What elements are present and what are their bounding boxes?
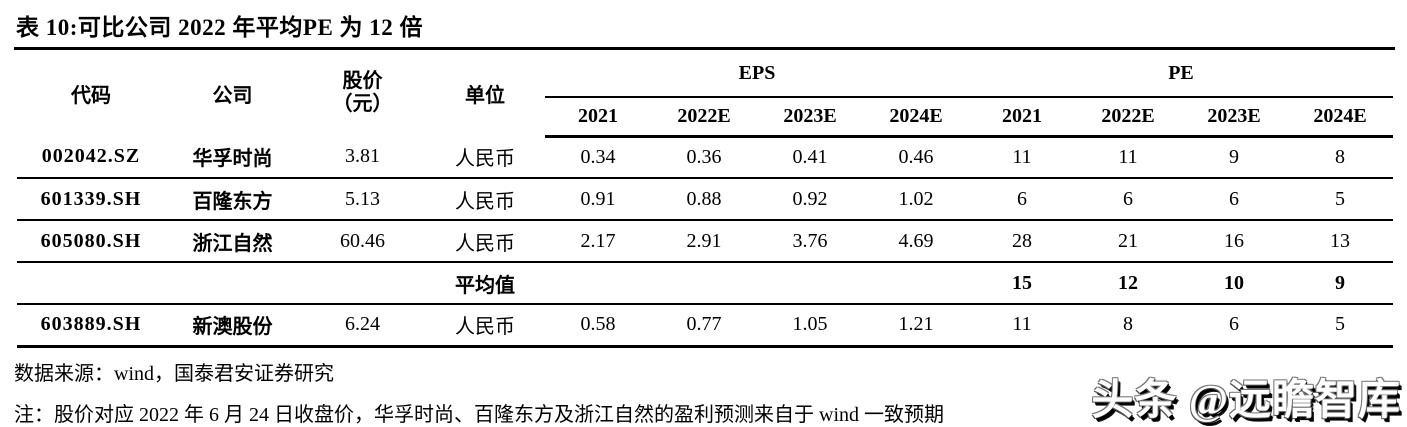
group-header-eps: EPS (545, 50, 969, 98)
company-cell: 新澳股份 (165, 304, 300, 348)
pe-cell: 16 (1181, 220, 1287, 263)
data-source-note: 数据来源：wind，国泰君安证券研究 (14, 362, 334, 385)
eps-year-2023e: 2023E (757, 97, 863, 138)
code-cell: 603889.SH (17, 304, 165, 348)
unit-cell: 人民币 (425, 220, 545, 263)
pe-average-cell: 10 (1181, 262, 1287, 305)
empty-cell (165, 262, 300, 305)
pe-cell: 11 (1075, 136, 1181, 179)
eps-cell: 2.17 (545, 220, 651, 263)
eps-year-2022e: 2022E (651, 97, 757, 138)
eps-cell: 1.05 (757, 304, 863, 348)
col-header-unit: 单位 (465, 84, 505, 107)
pe-cell: 28 (969, 220, 1075, 263)
pe-cell: 21 (1075, 220, 1181, 263)
company-cell: 浙江自然 (165, 220, 300, 263)
pe-cell: 11 (969, 136, 1075, 179)
code-cell: 601339.SH (17, 178, 165, 221)
eps-cell: 0.88 (651, 178, 757, 221)
company-cell: 华孚时尚 (165, 136, 300, 179)
eps-cell: 0.91 (545, 178, 651, 221)
eps-cell: 0.36 (651, 136, 757, 179)
price-header-line1: 股价 (342, 70, 383, 92)
pe-average-cell: 9 (1287, 262, 1393, 305)
eps-cell: 0.41 (757, 136, 863, 179)
pe-year-2021: 2021 (969, 97, 1075, 138)
eps-cell: 1.21 (863, 304, 969, 348)
eps-year-2024e: 2024E (863, 97, 969, 138)
eps-cell: 0.46 (863, 136, 969, 179)
pe-year-2022e: 2022E (1075, 97, 1181, 138)
pe-year-2023e: 2023E (1181, 97, 1287, 138)
pe-cell: 6 (969, 178, 1075, 221)
header-group-row: 代码 公司 股价 （元） 单位 EPS PE (17, 50, 1393, 115)
pe-cell: 8 (1075, 304, 1181, 348)
eps-year-2021: 2021 (545, 97, 651, 138)
table-row: 601339.SH 百隆东方 5.13 人民币 0.91 0.88 0.92 1… (17, 178, 1393, 221)
unit-cell: 人民币 (425, 178, 545, 221)
code-cell: 002042.SZ (17, 136, 165, 179)
eps-cell: 0.77 (651, 304, 757, 348)
watermark-toutiao-yuanzhan: 头条 @远瞻智库 (1091, 378, 1401, 424)
footnote: 注：股价对应 2022 年 6 月 24 日收盘价，华孚时尚、百隆东方及浙江自然… (14, 403, 944, 426)
comparable-companies-table: 代码 公司 股价 （元） 单位 EPS PE 2021 2022E 2023E … (17, 50, 1393, 348)
price-cell: 5.13 (300, 178, 425, 221)
eps-cell: 1.02 (863, 178, 969, 221)
table-row: 603889.SH 新澳股份 6.24 人民币 0.58 0.77 1.05 1… (17, 304, 1393, 348)
eps-cell: 0.34 (545, 136, 651, 179)
pe-cell: 8 (1287, 136, 1393, 179)
pe-cell: 9 (1181, 136, 1287, 179)
pe-average-cell: 15 (969, 262, 1075, 305)
price-header-line2: （元） (332, 93, 393, 115)
pe-cell: 5 (1287, 304, 1393, 348)
company-cell: 百隆东方 (165, 178, 300, 221)
col-header-code: 代码 (71, 84, 111, 107)
header-year-row: 2021 2022E 2023E 2024E 2021 2022E 2023E … (17, 97, 1393, 138)
table-header: 代码 公司 股价 （元） 单位 EPS PE 2021 2022E 2023E … (17, 50, 1393, 138)
table-row: 002042.SZ 华孚时尚 3.81 人民币 0.34 0.36 0.41 0… (17, 136, 1393, 179)
price-header-lines: 股价 （元） (333, 66, 393, 120)
price-cell: 6.24 (300, 304, 425, 348)
pe-cell: 6 (1181, 178, 1287, 221)
pe-cell: 11 (969, 304, 1075, 348)
empty-cell (17, 262, 165, 305)
pe-year-2024e: 2024E (1287, 97, 1393, 138)
eps-cell: 2.91 (651, 220, 757, 263)
average-label: 平均值 (425, 262, 545, 305)
empty-cell (757, 262, 863, 305)
empty-cell (300, 262, 425, 305)
empty-cell (545, 262, 651, 305)
unit-cell: 人民币 (425, 136, 545, 179)
code-cell: 605080.SH (17, 220, 165, 263)
pe-cell: 13 (1287, 220, 1393, 263)
price-cell: 60.46 (300, 220, 425, 263)
pe-cell: 6 (1181, 304, 1287, 348)
eps-cell: 4.69 (863, 220, 969, 263)
eps-cell: 0.92 (757, 178, 863, 221)
unit-cell: 人民币 (425, 304, 545, 348)
eps-cell: 3.76 (757, 220, 863, 263)
price-cell: 3.81 (300, 136, 425, 179)
empty-cell (863, 262, 969, 305)
col-header-company: 公司 (212, 84, 253, 107)
eps-cell: 0.58 (545, 304, 651, 348)
empty-cell (651, 262, 757, 305)
pe-average-cell: 12 (1075, 262, 1181, 305)
table-title: 表 10:可比公司 2022 年平均PE 为 12 倍 (14, 0, 1395, 50)
table-row: 605080.SH 浙江自然 60.46 人民币 2.17 2.91 3.76 … (17, 220, 1393, 263)
pe-cell: 6 (1075, 178, 1181, 221)
col-header-price: 股价 （元） (300, 50, 425, 136)
pe-cell: 5 (1287, 178, 1393, 221)
average-row: 平均值 15 12 10 9 (17, 262, 1393, 305)
group-header-pe: PE (969, 50, 1393, 98)
